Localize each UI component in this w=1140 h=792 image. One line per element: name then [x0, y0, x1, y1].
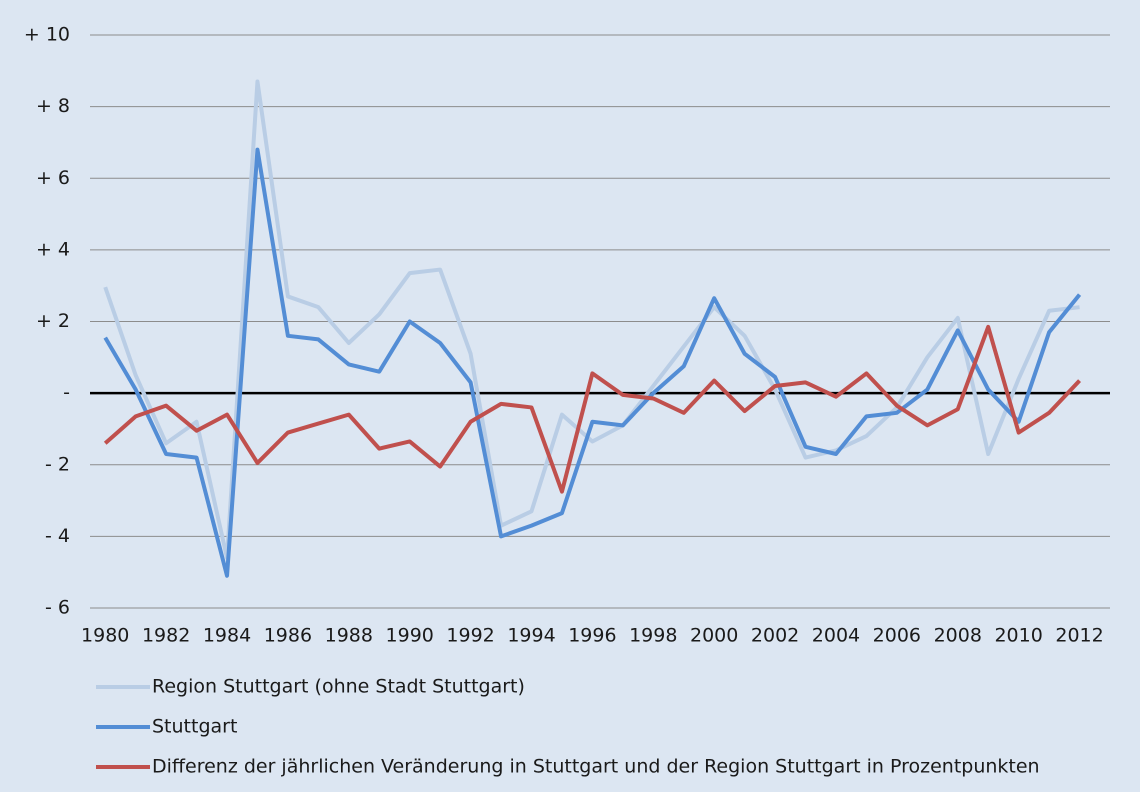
x-tick-label: 1998 — [629, 625, 677, 647]
y-tick-label: - 2 — [45, 453, 70, 475]
x-tick-label: 1982 — [142, 625, 190, 647]
series-line — [103, 147, 1082, 578]
x-tick-label: 1996 — [568, 625, 616, 647]
x-tick-label: 2002 — [751, 625, 799, 647]
x-tick-label: 2000 — [690, 625, 738, 647]
y-tick-label: + 4 — [36, 238, 70, 260]
x-tick-label: 2010 — [994, 625, 1042, 647]
x-tick-label: 1986 — [264, 625, 312, 647]
series-line — [103, 79, 1080, 560]
y-tick-label: - 4 — [45, 525, 70, 547]
x-tick-label: 1994 — [507, 625, 555, 647]
y-tick-label: - 6 — [45, 597, 70, 619]
legend-label: Stuttgart — [152, 716, 237, 738]
series-line — [103, 324, 1082, 494]
y-tick-label: + 2 — [36, 310, 70, 332]
y-tick-label: + 10 — [24, 24, 70, 46]
x-tick-label: 2006 — [873, 625, 921, 647]
x-tick-label: 2008 — [934, 625, 982, 647]
x-tick-label: 2012 — [1055, 625, 1103, 647]
x-tick-label: 1988 — [325, 625, 373, 647]
y-tick-label: + 8 — [36, 95, 70, 117]
x-tick-label: 1990 — [386, 625, 434, 647]
y-tick-label: + 6 — [36, 167, 70, 189]
x-tick-label: 2004 — [812, 625, 860, 647]
legend-label: Region Stuttgart (ohne Stadt Stuttgart) — [152, 676, 525, 698]
y-tick-label: - — [63, 382, 70, 404]
x-tick-label: 1984 — [203, 625, 251, 647]
legend-label: Differenz der jährlichen Veränderung in … — [152, 756, 1040, 778]
x-tick-label: 1992 — [446, 625, 494, 647]
x-tick-label: 1980 — [81, 625, 129, 647]
